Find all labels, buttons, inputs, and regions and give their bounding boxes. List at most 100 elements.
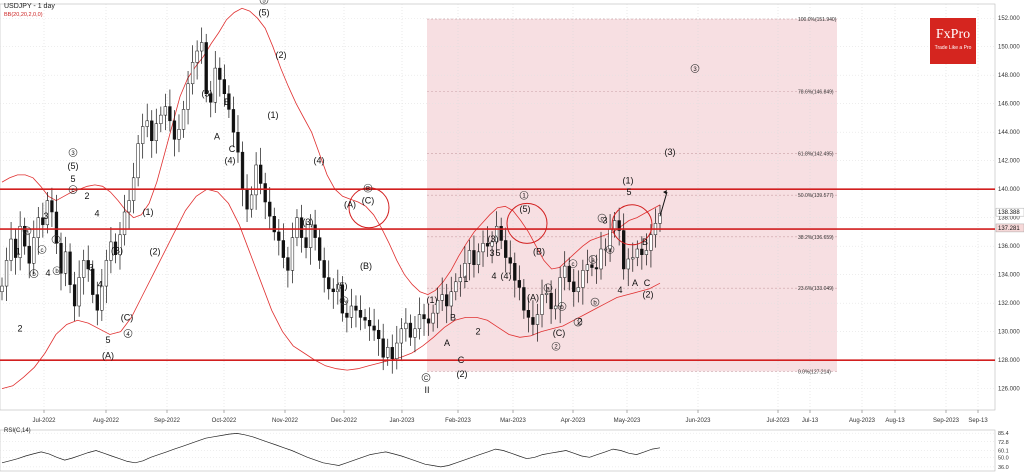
candle-body xyxy=(222,79,227,94)
price-marker-box xyxy=(995,207,1024,217)
candle-body xyxy=(109,241,113,261)
candle-body xyxy=(9,238,13,261)
projection-arrow xyxy=(659,191,668,217)
wave-label: A xyxy=(214,131,220,141)
price-marker-label: 138.388 xyxy=(998,210,1020,216)
candle-body xyxy=(290,237,295,271)
candle-body xyxy=(77,277,81,307)
candle-body xyxy=(608,228,612,250)
candle-body xyxy=(622,230,626,270)
candle-body xyxy=(617,220,621,231)
wave-label: 5 xyxy=(626,187,631,197)
candle-body xyxy=(304,237,308,248)
x-tick-label: Oct-2022 xyxy=(212,418,237,424)
wave-label: 4 xyxy=(617,285,622,295)
candle-body xyxy=(145,120,149,127)
candle-body xyxy=(213,67,217,103)
y-tick-label: 138.000 xyxy=(998,216,1020,222)
candle-body xyxy=(499,225,503,241)
wave-label: (1) xyxy=(623,175,634,185)
candle-body xyxy=(249,194,254,210)
candle-body xyxy=(45,200,50,226)
rsi-line xyxy=(1,433,661,468)
wave-label: 1 xyxy=(15,247,20,257)
wave-circle xyxy=(52,266,62,276)
wave-label: (2) xyxy=(276,50,287,60)
wave-circle xyxy=(557,302,567,311)
wave-label: (C) xyxy=(121,312,134,322)
rsi-tick-label: 36.0 xyxy=(998,465,1009,471)
wave-label: 3 xyxy=(88,262,93,272)
wave-label: (3) xyxy=(202,89,213,99)
y-tick-label: 128.000 xyxy=(998,358,1020,364)
wave-label: a xyxy=(546,286,550,292)
candle-body xyxy=(567,265,571,283)
rsi-tick-label: 60.1 xyxy=(998,448,1009,454)
wave-label: 5 xyxy=(495,248,500,258)
candle-body xyxy=(190,62,195,85)
candle-body xyxy=(635,248,639,258)
candle-body xyxy=(159,114,163,124)
candle-body xyxy=(531,317,535,325)
wave-label: 4 xyxy=(97,279,102,289)
candle-body xyxy=(4,260,9,287)
candle-body xyxy=(458,277,462,283)
candle-body xyxy=(581,270,585,288)
candle-body xyxy=(195,50,199,63)
wave-circle xyxy=(363,183,373,193)
wave-label: 4 xyxy=(45,268,50,278)
candle-body xyxy=(295,217,299,238)
candle-body xyxy=(50,200,54,213)
y-tick-label: 148.000 xyxy=(998,73,1020,79)
candle-body xyxy=(508,257,512,264)
candle-body xyxy=(281,240,286,258)
wave-label: (2) xyxy=(457,369,468,379)
fib-label: 61.8%(142.495) xyxy=(798,152,834,158)
wave-label: B xyxy=(450,312,456,322)
wave-label: B xyxy=(366,187,370,193)
candle-body xyxy=(327,277,331,290)
candle-body xyxy=(476,251,481,265)
candle-body xyxy=(594,267,599,270)
y-tick-label: 136.000 xyxy=(998,244,1020,250)
wave-label: (4) xyxy=(501,271,512,281)
candle-body xyxy=(467,250,472,264)
fib-label: 0.0%(127.214) xyxy=(798,369,831,375)
wave-label: (4) xyxy=(225,156,236,166)
candle-body xyxy=(367,320,372,327)
wave-label: (A) xyxy=(527,292,539,302)
wave-circle xyxy=(551,341,561,351)
wave-label: (1) xyxy=(143,207,154,217)
wave-label: 2 xyxy=(84,191,89,201)
candle-body xyxy=(372,325,376,331)
candle-body xyxy=(345,312,349,318)
wave-label: (B) xyxy=(111,245,123,255)
arrow-head xyxy=(663,190,667,195)
candle-body xyxy=(72,284,77,307)
wave-circle xyxy=(543,283,553,293)
x-tick-label: Jul-2023 xyxy=(766,418,790,424)
wave-label: B xyxy=(642,237,648,247)
y-tick-label: 152.000 xyxy=(998,16,1020,22)
fib-label: 78.6%(146.849) xyxy=(798,90,834,96)
wave-label: (B) xyxy=(360,261,372,271)
wave-label: c xyxy=(41,248,44,254)
candle-body xyxy=(485,243,490,247)
candle-body xyxy=(209,93,213,103)
candle-body xyxy=(118,234,122,255)
candle-body xyxy=(340,284,344,314)
candle-body xyxy=(626,258,630,270)
candle-body xyxy=(263,183,267,203)
candle-body xyxy=(200,42,204,52)
candle-body xyxy=(354,305,358,311)
candle-body xyxy=(154,123,158,142)
highlight-circle xyxy=(611,204,653,246)
candle-body xyxy=(481,243,485,253)
candle-body xyxy=(63,251,68,274)
candle-body xyxy=(526,310,531,318)
highlight-circle xyxy=(506,202,548,244)
wave-label: II xyxy=(424,385,429,395)
wave-label: c xyxy=(572,262,575,268)
candle-body xyxy=(386,347,390,358)
